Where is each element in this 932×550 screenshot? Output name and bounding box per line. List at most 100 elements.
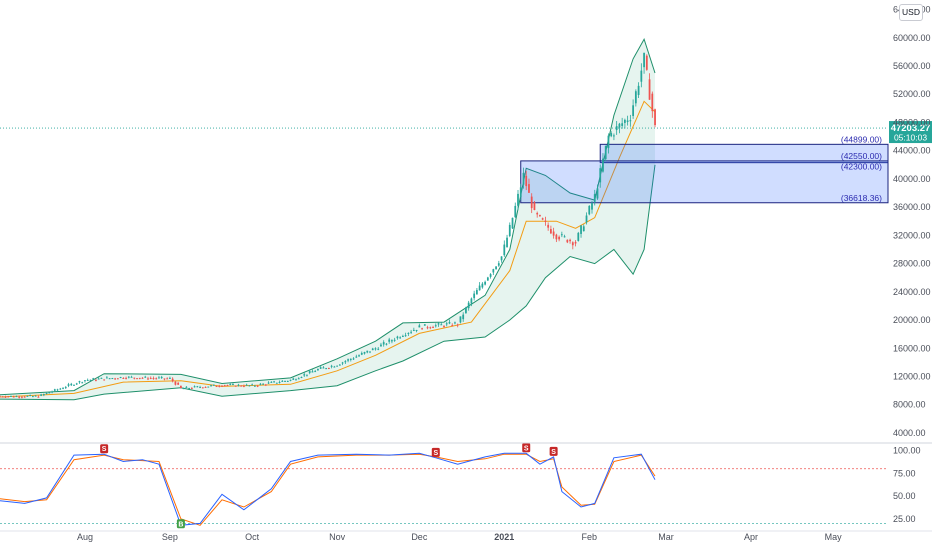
candle[interactable] [0, 395, 1, 398]
candle[interactable] [15, 395, 18, 398]
candle[interactable] [358, 354, 360, 357]
candle[interactable] [319, 366, 322, 369]
candle[interactable] [369, 351, 371, 354]
candle[interactable] [259, 382, 262, 386]
candle[interactable] [29, 394, 32, 397]
candle[interactable] [421, 327, 423, 330]
candle[interactable] [322, 366, 325, 369]
candle[interactable] [303, 372, 306, 378]
candle[interactable] [136, 378, 138, 380]
candle[interactable] [632, 99, 635, 119]
candle[interactable] [407, 332, 410, 336]
candle[interactable] [105, 376, 108, 379]
time-axis[interactable]: Aug Sep Oct Nov Dec 2021 Feb Mar Apr May [0, 530, 932, 542]
candle[interactable] [116, 378, 119, 380]
candle[interactable] [634, 89, 637, 107]
candle[interactable] [86, 378, 89, 382]
candle[interactable] [423, 324, 426, 326]
candle[interactable] [377, 347, 380, 351]
candle[interactable] [229, 382, 232, 386]
candle[interactable] [580, 225, 582, 238]
candle[interactable] [404, 332, 407, 337]
candle[interactable] [371, 347, 374, 351]
candle[interactable] [593, 189, 596, 206]
candle[interactable] [122, 377, 125, 380]
signal-badge[interactable]: S [100, 444, 109, 454]
candle[interactable] [577, 231, 580, 242]
candle[interactable] [391, 339, 393, 344]
candle[interactable] [204, 386, 207, 388]
candle[interactable] [212, 384, 215, 386]
candle[interactable] [355, 354, 358, 358]
candle[interactable] [7, 395, 10, 398]
candle[interactable] [34, 395, 37, 397]
candle[interactable] [284, 380, 286, 383]
candle[interactable] [530, 193, 533, 214]
candle[interactable] [95, 378, 97, 382]
candle[interactable] [623, 118, 626, 129]
candle[interactable] [84, 380, 86, 383]
candle[interactable] [382, 340, 385, 347]
candle[interactable] [141, 377, 144, 379]
candle[interactable] [190, 387, 193, 390]
candle[interactable] [333, 365, 336, 368]
candle[interactable] [256, 385, 259, 388]
candle[interactable] [18, 395, 21, 399]
candle[interactable] [352, 357, 355, 361]
candle[interactable] [270, 381, 273, 383]
candle[interactable] [158, 375, 160, 379]
candle[interactable] [396, 335, 399, 340]
candle[interactable] [401, 334, 404, 338]
candle[interactable] [21, 396, 23, 399]
candle[interactable] [210, 384, 212, 387]
signal-badge[interactable]: S [522, 443, 531, 453]
candle[interactable] [374, 347, 377, 351]
candle[interactable] [325, 367, 328, 370]
candle[interactable] [45, 392, 48, 395]
candle[interactable] [193, 385, 196, 388]
candle[interactable] [415, 329, 418, 333]
candle[interactable] [144, 375, 147, 378]
candle[interactable] [508, 222, 511, 238]
candle[interactable] [517, 190, 519, 211]
candle[interactable] [336, 365, 339, 367]
candle[interactable] [481, 282, 484, 289]
candle[interactable] [528, 178, 530, 193]
candle[interactable] [306, 374, 308, 377]
candle[interactable] [539, 214, 541, 217]
candle[interactable] [119, 376, 122, 379]
candle[interactable] [245, 383, 248, 386]
candle[interactable] [185, 386, 188, 388]
candle[interactable] [467, 300, 470, 311]
signal-badge[interactable]: S [431, 447, 440, 457]
candle[interactable] [492, 268, 495, 276]
candle[interactable] [67, 382, 70, 388]
candle[interactable] [188, 387, 191, 390]
candle[interactable] [327, 367, 330, 370]
candle[interactable] [511, 217, 514, 229]
candle[interactable] [618, 122, 621, 134]
currency-button[interactable]: USD [899, 4, 923, 21]
candle[interactable] [462, 312, 465, 322]
candle[interactable] [201, 387, 204, 389]
candle[interactable] [155, 377, 158, 380]
candle[interactable] [484, 280, 487, 286]
candle[interactable] [566, 239, 569, 244]
candle[interactable] [588, 205, 591, 216]
candle[interactable] [470, 297, 473, 307]
candle[interactable] [243, 384, 245, 388]
candle[interactable] [31, 395, 34, 398]
candle[interactable] [500, 256, 503, 263]
candle[interactable] [591, 200, 593, 214]
candle[interactable] [179, 385, 182, 389]
candle[interactable] [388, 337, 391, 344]
candle[interactable] [555, 233, 558, 243]
candle[interactable] [133, 377, 136, 380]
candle[interactable] [295, 378, 297, 381]
candle[interactable] [48, 392, 51, 394]
candle[interactable] [292, 377, 295, 380]
candle[interactable] [56, 388, 59, 392]
candle[interactable] [130, 375, 133, 378]
candle[interactable] [454, 321, 456, 325]
candle[interactable] [78, 380, 81, 384]
